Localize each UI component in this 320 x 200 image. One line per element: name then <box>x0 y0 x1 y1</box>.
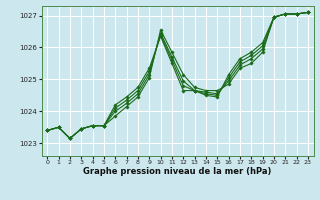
X-axis label: Graphe pression niveau de la mer (hPa): Graphe pression niveau de la mer (hPa) <box>84 167 272 176</box>
